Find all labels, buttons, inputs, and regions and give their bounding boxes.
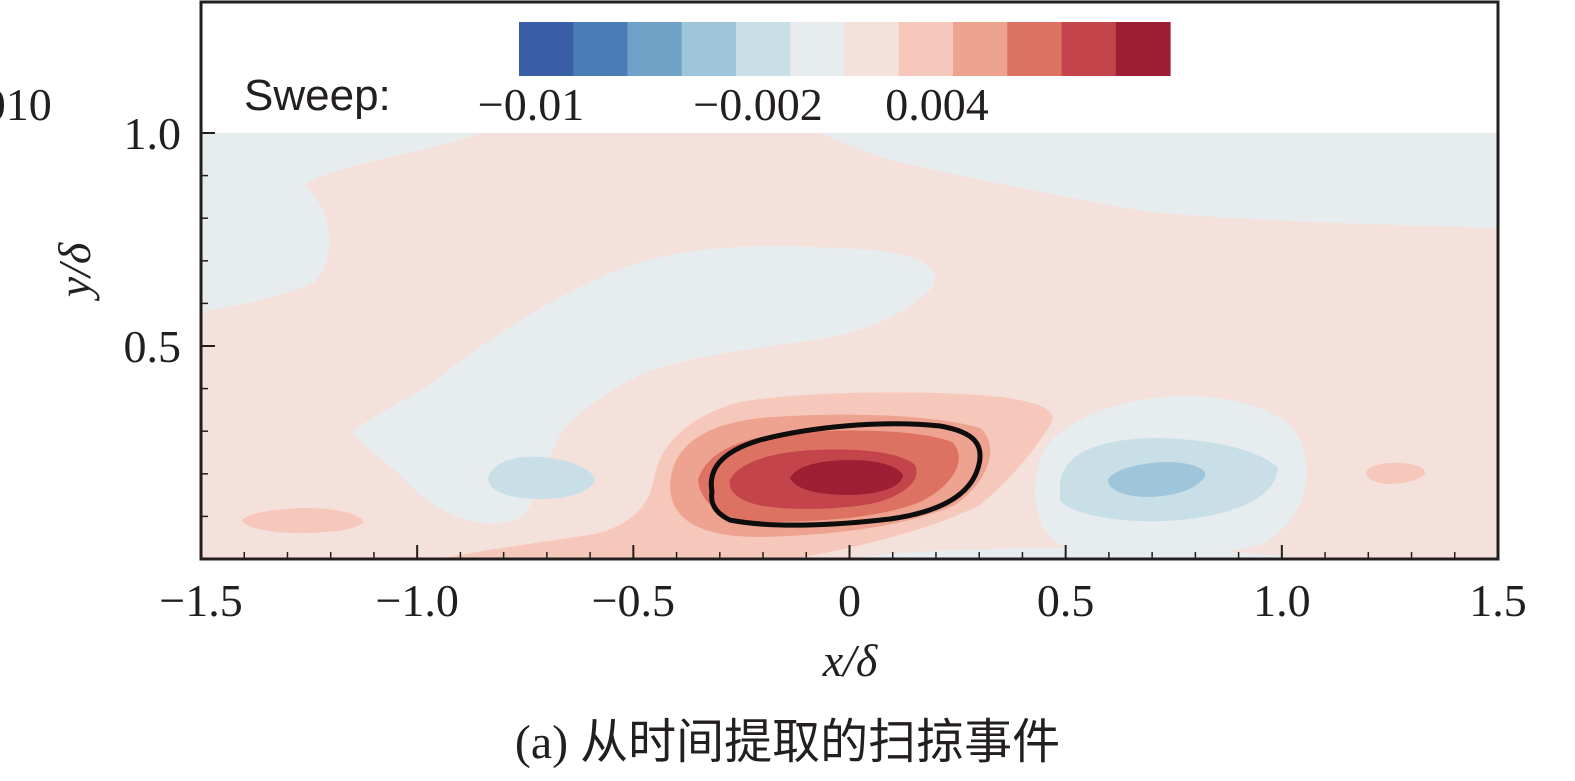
colorbar-swatch xyxy=(519,22,574,76)
contour-region xyxy=(201,133,480,312)
colorbar-swatch xyxy=(790,22,846,76)
colorbar-tick-label: −0.01 xyxy=(478,79,584,130)
x-tick-label: 1.5 xyxy=(1469,575,1527,626)
contour-region xyxy=(850,548,1300,559)
x-tick-label: −1.0 xyxy=(375,575,458,626)
colorbar-tick-label: −0.002 xyxy=(693,79,822,130)
x-tick-label: 0.5 xyxy=(1037,575,1095,626)
colorbar-title: Sweep: xyxy=(244,71,391,120)
y-tick-label: 1.0 xyxy=(124,108,182,159)
colorbar-swatch xyxy=(736,22,791,76)
colorbar-swatch xyxy=(573,22,629,76)
y-axis: 0.5 1.0 xyxy=(124,108,215,518)
figure-caption: (a) 从时间提取的扫掠事件 xyxy=(514,716,1061,769)
y-tick-label: 0.5 xyxy=(124,321,182,372)
colorbar-swatch xyxy=(627,22,683,76)
colorbar-swatch xyxy=(1115,22,1171,76)
highlight-contour-line xyxy=(708,421,983,528)
contour-region xyxy=(352,246,935,524)
y-axis-title: y/δ xyxy=(49,242,100,301)
x-tick-label: 1.0 xyxy=(1253,575,1311,626)
colorbar-swatch xyxy=(898,22,954,76)
contour-field xyxy=(201,133,1498,559)
colorbar: Sweep: −0.01 −0.002 0.004 0.010 xyxy=(0,22,1171,130)
contour-region xyxy=(1366,462,1426,484)
colorbar-swatch xyxy=(953,22,1008,76)
contour-region xyxy=(488,456,595,500)
contour-region xyxy=(820,133,1498,228)
contour-region xyxy=(790,460,903,495)
x-tick-label: −1.5 xyxy=(159,575,242,626)
contour-region xyxy=(1108,462,1206,497)
colorbar-swatch xyxy=(681,22,737,76)
x-tick-label: −0.5 xyxy=(592,575,675,626)
colorbar-swatch xyxy=(1061,22,1117,76)
x-tick-label: 0 xyxy=(838,575,861,626)
colorbar-tick-label: 0.004 xyxy=(885,79,989,130)
colorbar-tick-label: 0.010 xyxy=(0,79,52,130)
x-axis-title: x/δ xyxy=(822,635,878,686)
colorbar-swatch xyxy=(844,22,900,76)
x-axis: −1.5 −1.0 −0.5 0 0.5 1.0 1.5 xyxy=(159,545,1527,626)
contour-region xyxy=(242,508,364,533)
colorbar-swatch xyxy=(1007,22,1063,76)
